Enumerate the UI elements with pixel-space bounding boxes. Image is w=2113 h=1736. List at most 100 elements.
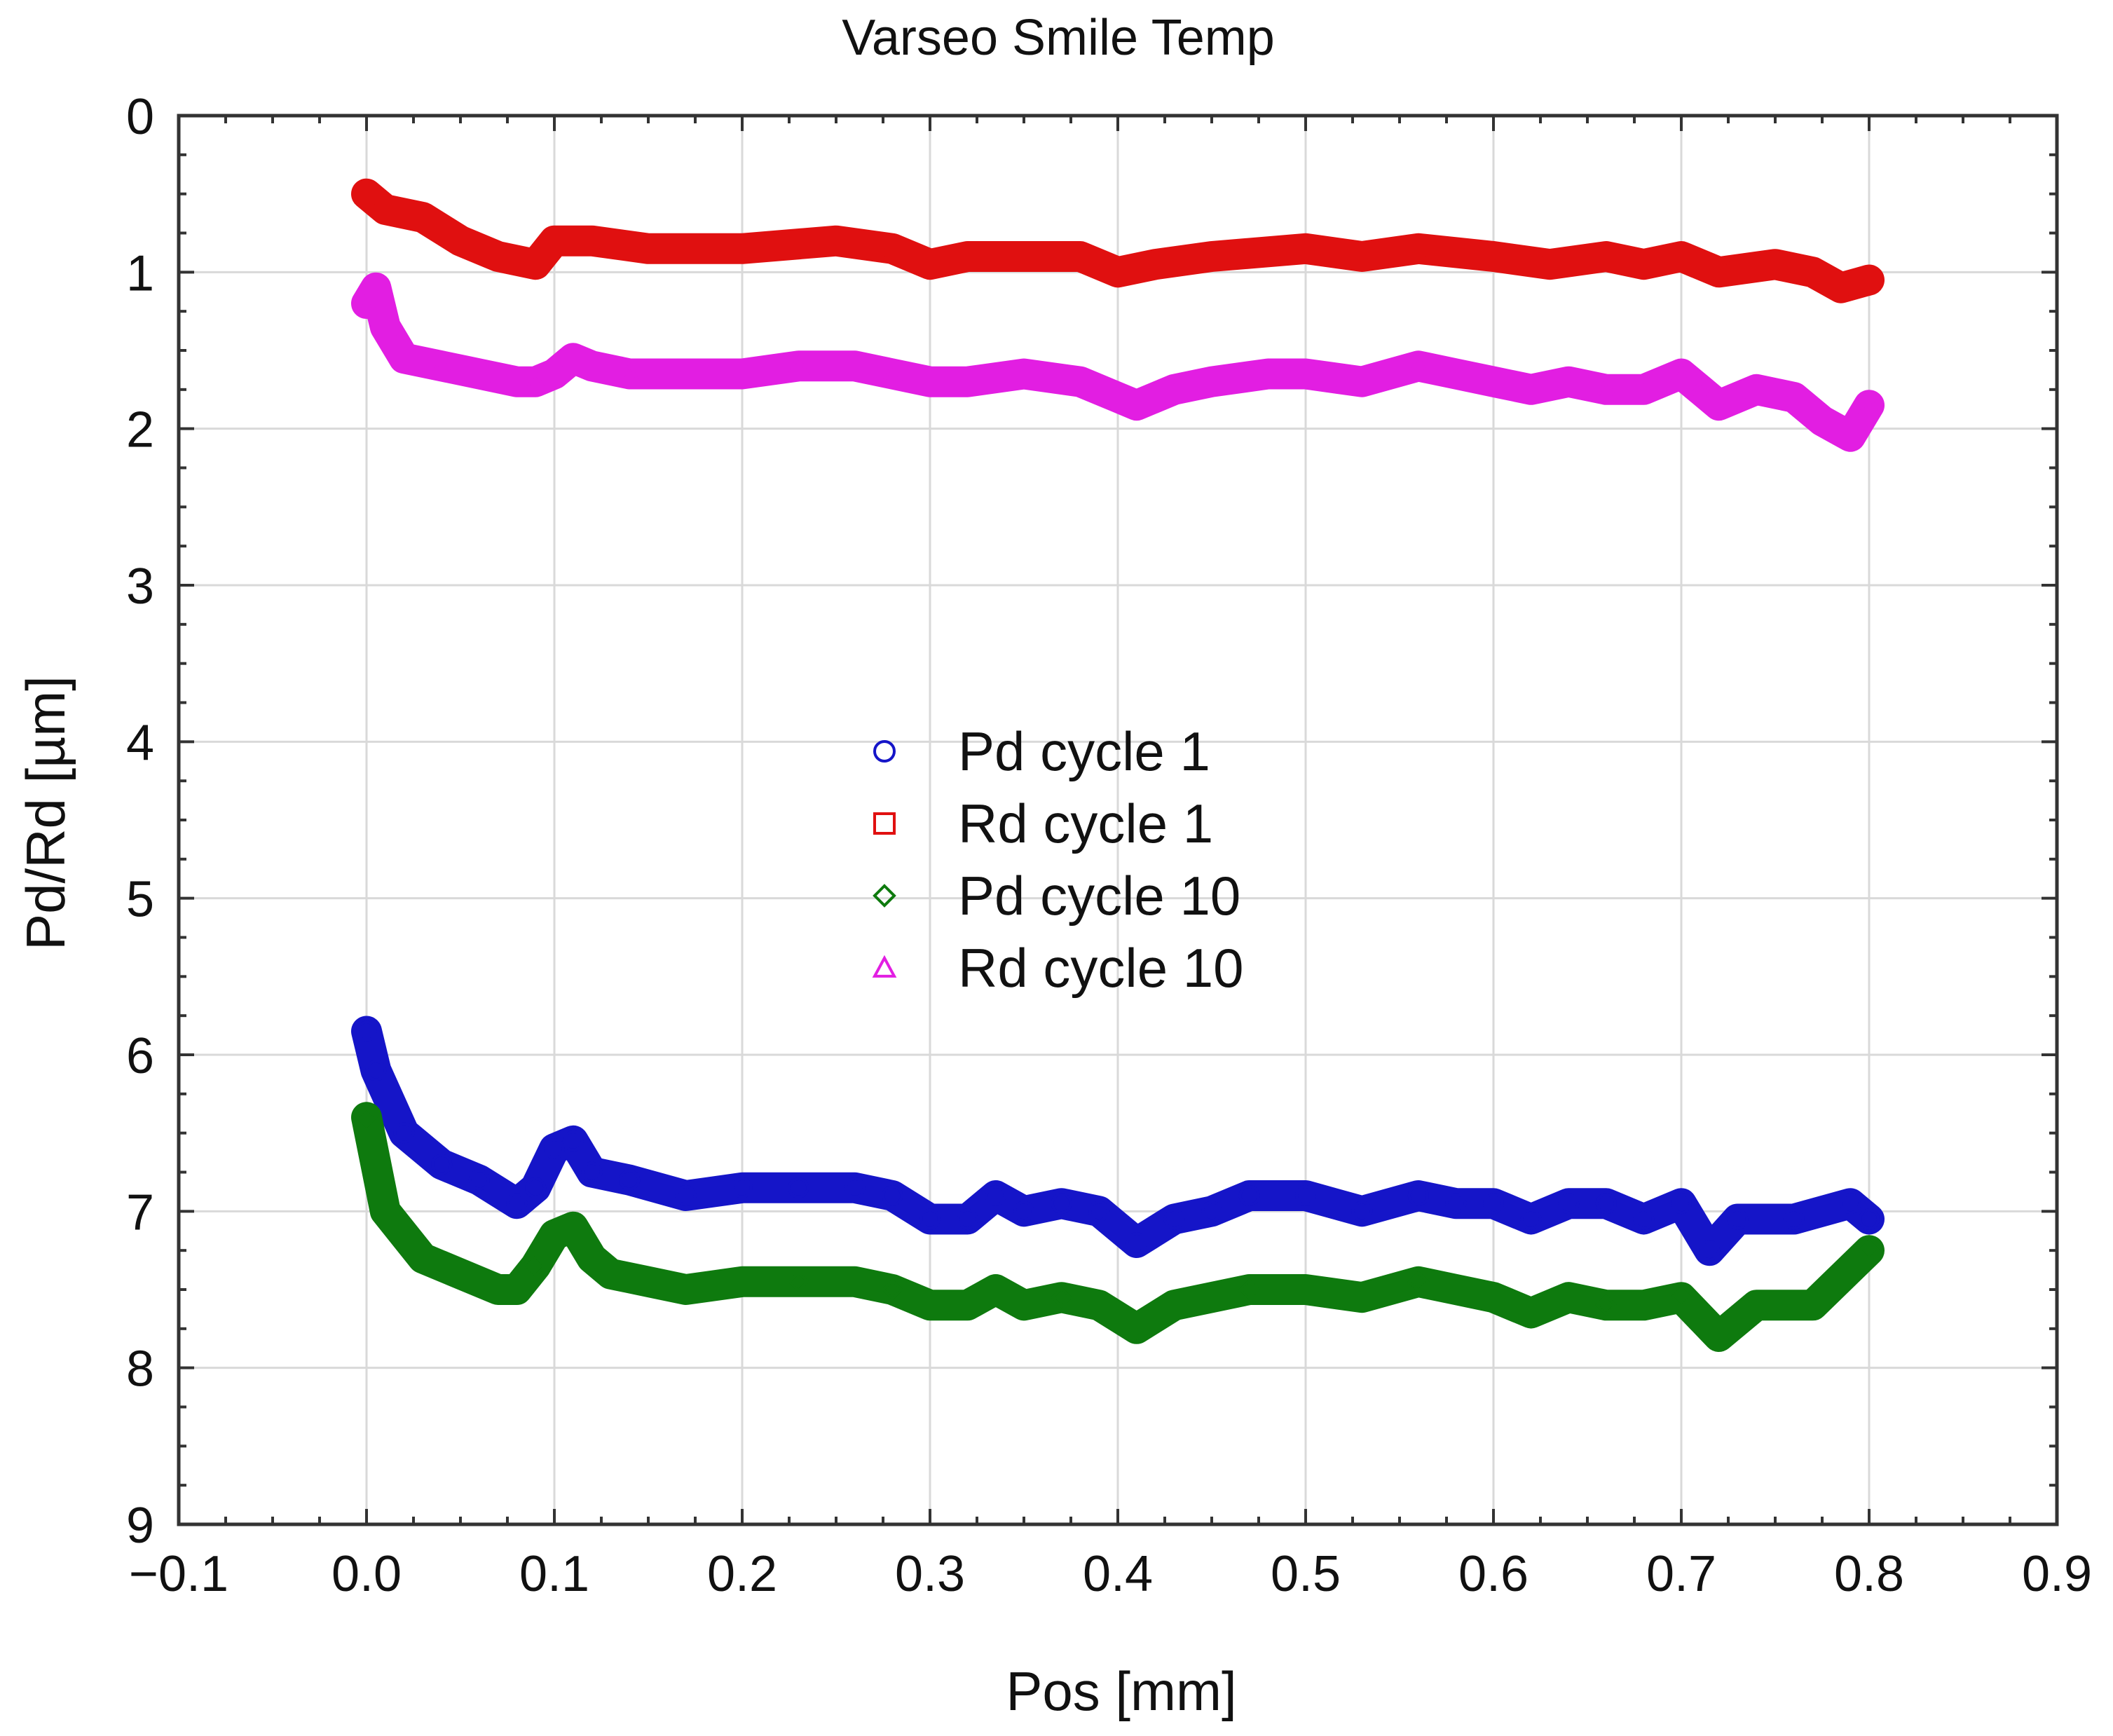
- legend-label-pd-cycle-10: Pd cycle 10: [958, 865, 1240, 927]
- data-point-pd-cycle-1: [1859, 1208, 1880, 1230]
- y-tick-label: 3: [126, 559, 154, 615]
- y-axis-tick-labels: 0 1 2 3 4 5 6 7 8 9: [126, 89, 154, 1554]
- data-point-rd-cycle-10: [561, 346, 585, 368]
- data-point-rd-cycle-1: [957, 246, 978, 267]
- data-point-rd-cycle-10: [467, 362, 491, 383]
- y-tick-label: 8: [126, 1341, 154, 1397]
- data-point-pd-cycle-10: [374, 1200, 397, 1223]
- data-point-pd-cycle-10: [1519, 1301, 1543, 1325]
- data-point-pd-cycle-10: [984, 1278, 1007, 1301]
- x-tick-label: 0.6: [1458, 1546, 1529, 1602]
- y-axis-label: Pd/Rd [µm]: [15, 676, 76, 950]
- data-point-pd-cycle-1: [393, 1122, 415, 1144]
- data-point-pd-cycle-1: [1238, 1185, 1260, 1206]
- data-point-pd-cycle-10: [1801, 1294, 1824, 1317]
- x-axis-label: Pos [mm]: [1006, 1660, 1236, 1722]
- data-point-pd-cycle-1: [1445, 1193, 1467, 1215]
- data-point-pd-cycle-10: [599, 1262, 622, 1285]
- data-point-rd-cycle-10: [1106, 385, 1130, 407]
- data-point-pd-cycle-1: [675, 1185, 697, 1206]
- y-tick-label: 6: [126, 1028, 154, 1084]
- data-point-rd-cycle-10: [881, 362, 904, 383]
- legend: Pd cycle 1 Rd cycle 1 Pd cycle 10 Rd cycle …: [872, 720, 1244, 999]
- chart-title: Varseo Smile Temp: [842, 10, 1275, 66]
- data-point-pd-cycle-1: [1699, 1240, 1721, 1262]
- data-point-pd-cycle-10: [1482, 1286, 1505, 1308]
- data-point-rd-cycle-1: [1671, 246, 1692, 267]
- data-point-pd-cycle-1: [1595, 1193, 1617, 1215]
- x-tick-label: 0.1: [519, 1546, 589, 1602]
- data-point-pd-cycle-1: [1558, 1193, 1580, 1215]
- y-tick-label: 4: [126, 715, 154, 771]
- data-point-pd-cycle-10: [674, 1278, 697, 1301]
- data-point-pd-cycle-10: [637, 1271, 659, 1293]
- legend-label-rd-cycle-1: Rd cycle 1: [958, 793, 1213, 854]
- data-point-pd-cycle-1: [544, 1138, 565, 1159]
- data-point-rd-cycle-1: [1351, 246, 1373, 267]
- data-point-pd-cycle-10: [355, 1106, 378, 1129]
- x-tick-label: −0.1: [129, 1546, 228, 1602]
- data-point-pd-cycle-1: [1483, 1193, 1504, 1215]
- y-tick-label: 0: [126, 89, 154, 145]
- data-point-rd-cycle-10: [524, 369, 547, 391]
- data-point-rd-cycle-10: [1257, 362, 1280, 383]
- data-point-rd-cycle-1: [450, 230, 471, 252]
- data-point-rd-cycle-1: [544, 230, 565, 252]
- data-point-pd-cycle-10: [1125, 1318, 1148, 1340]
- data-point-rd-cycle-10: [392, 346, 416, 368]
- data-point-pd-cycle-10: [1350, 1286, 1374, 1308]
- data-point-pd-cycle-10: [1050, 1286, 1073, 1308]
- series-line-rd-cycle-10: [351, 272, 1885, 452]
- x-tick-label: 0.9: [2022, 1546, 2092, 1602]
- y-tick-label: 2: [126, 402, 154, 458]
- legend-item-pd-cycle-10: Pd cycle 10: [873, 865, 1240, 927]
- x-tick-label: 0.2: [707, 1546, 777, 1602]
- data-point-pd-cycle-1: [1351, 1201, 1373, 1222]
- data-point-pd-cycle-1: [1633, 1208, 1655, 1230]
- x-tick-label: 0.3: [895, 1546, 965, 1602]
- data-point-pd-cycle-10: [1201, 1286, 1223, 1308]
- data-point-pd-cycle-10: [411, 1247, 435, 1270]
- data-point-pd-cycle-1: [1013, 1201, 1034, 1222]
- data-point-rd-cycle-1: [356, 183, 377, 205]
- data-point-pd-cycle-10: [486, 1278, 510, 1301]
- data-point-pd-cycle-1: [1407, 1185, 1429, 1206]
- data-point-pd-cycle-10: [1238, 1278, 1261, 1301]
- data-point-rd-cycle-1: [826, 230, 847, 252]
- data-point-rd-cycle-1: [638, 238, 659, 259]
- data-point-rd-cycle-10: [1407, 354, 1430, 376]
- x-tick-label: 0.7: [1646, 1546, 1716, 1602]
- data-point-pd-cycle-10: [1407, 1271, 1430, 1293]
- data-point-rd-cycle-10: [355, 291, 378, 313]
- data-point-rd-cycle-10: [1294, 362, 1318, 383]
- data-point-pd-cycle-10: [524, 1255, 547, 1278]
- data-point-rd-cycle-1: [1859, 269, 1880, 291]
- legend-label-rd-cycle-10: Rd cycle 10: [958, 937, 1244, 999]
- data-point-pd-cycle-10: [1858, 1239, 1880, 1262]
- data-point-rd-cycle-1: [1802, 261, 1824, 283]
- data-point-pd-cycle-10: [956, 1294, 979, 1317]
- data-point-rd-cycle-10: [1632, 377, 1655, 399]
- data-point-pd-cycle-10: [1294, 1278, 1317, 1301]
- data-point-pd-cycle-1: [562, 1130, 584, 1151]
- data-point-pd-cycle-1: [1520, 1208, 1542, 1230]
- data-point-rd-cycle-1: [1633, 254, 1655, 275]
- data-point-pd-cycle-10: [505, 1278, 528, 1301]
- data-point-pd-cycle-1: [365, 1060, 387, 1081]
- data-point-pd-cycle-10: [1594, 1294, 1618, 1317]
- data-point-rd-cycle-1: [487, 246, 509, 267]
- data-point-pd-cycle-10: [543, 1224, 566, 1246]
- data-point-rd-cycle-10: [1163, 377, 1186, 399]
- data-point-rd-cycle-1: [374, 199, 396, 220]
- data-point-rd-cycle-1: [732, 238, 753, 259]
- data-point-pd-cycle-1: [1051, 1193, 1072, 1215]
- data-point-rd-cycle-10: [1125, 392, 1149, 415]
- data-point-pd-cycle-1: [431, 1154, 453, 1175]
- series-line-rd-cycle-1: [351, 178, 1885, 303]
- data-point-rd-cycle-1: [1107, 261, 1128, 283]
- legend-marker-pd-cycle-10: [873, 884, 896, 908]
- data-point-rd-cycle-10: [1594, 377, 1618, 399]
- legend-label-pd-cycle-1: Pd cycle 1: [958, 720, 1210, 782]
- x-tick-label: 0.5: [1271, 1546, 1341, 1602]
